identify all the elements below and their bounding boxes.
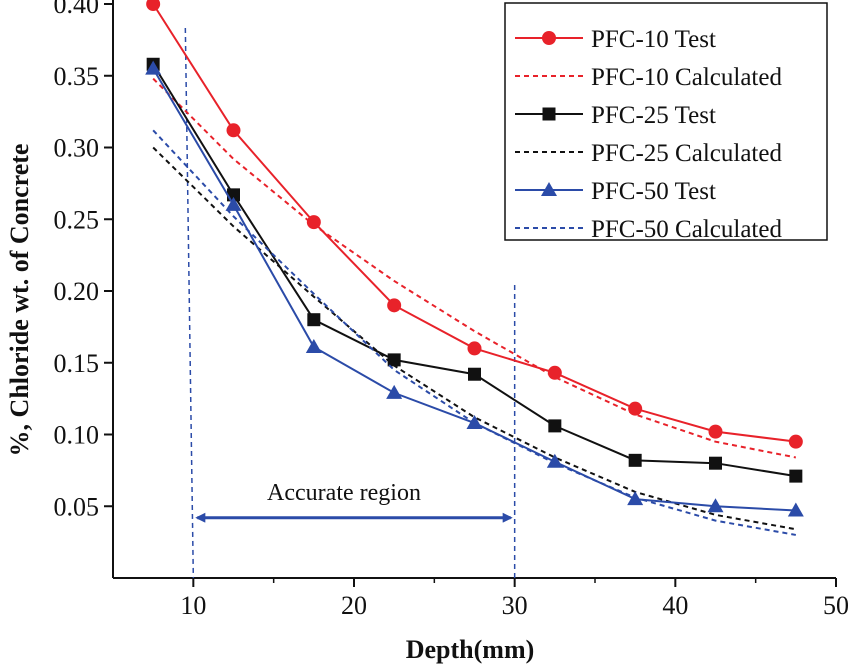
data-point [708,424,723,439]
y-axis-title: %, Chloride wt. of Concrete [5,144,34,457]
legend-label: PFC-10 Test [591,26,716,53]
data-point [226,123,241,138]
series-pfc-50-calculated [152,129,797,536]
data-point [386,384,403,399]
data-point [707,498,724,513]
legend-label: PFC-50 Test [591,178,716,205]
x-tick-label: 30 [502,591,528,620]
region-guide-left [184,27,195,579]
data-point [628,453,642,467]
x-tick-label: 50 [823,591,849,620]
data-point [548,419,562,433]
data-point [387,353,401,367]
data-point [307,313,321,327]
data-point [387,298,402,313]
y-tick-label: 0.15 [54,349,100,378]
series-pfc-25-test [146,57,803,483]
data-point [145,60,162,75]
y-tick-label: 0.25 [54,205,100,234]
data-point [709,456,722,470]
legend-label: PFC-10 Calculated [591,64,782,91]
legend-label: PFC-25 Test [591,102,716,129]
calculated-line [152,129,797,536]
series-pfc-10-calculated [152,77,797,459]
calculated-line [152,146,797,531]
y-tick-label: 0.40 [54,0,100,19]
data-point [146,0,161,11]
axis-ticks: 10 20 30 40 50 0.05 0.10 0.15 0.20 0.25 0.30 0.35 0.… [54,0,850,620]
series-pfc-10-test [146,0,803,449]
data-point [787,502,804,517]
data-point [546,453,563,468]
legend-label: PFC-25 Calculated [591,140,782,167]
plot-frame [112,0,836,579]
data-point [306,215,321,230]
data-point [628,401,643,416]
x-axis-title: Depth(mm) [406,635,535,664]
series-layer [145,0,804,536]
data-point [468,367,481,381]
x-tick-label: 10 [180,591,206,620]
y-tick-label: 0.30 [54,134,100,163]
data-point [788,434,803,449]
legend-swatch-marker [542,31,556,45]
y-tick-label: 0.10 [54,421,100,450]
x-tick-label: 20 [341,591,367,620]
calculated-line [152,77,797,459]
y-tick-label: 0.35 [54,62,100,91]
legend-label: PFC-50 Calculated [591,216,782,243]
data-point [547,365,562,380]
legend-swatch-marker [542,107,556,121]
y-tick-label: 0.05 [54,492,100,521]
legend-box [504,2,828,241]
accurate-region-label: Accurate region [267,480,421,506]
data-point [467,341,482,356]
legend-swatch-marker [541,182,557,196]
data-point [305,338,322,353]
legend: PFC-10 Test PFC-10 Calculated PFC-25 Test P… [504,2,828,243]
data-point [789,469,803,483]
data-point [225,196,242,211]
y-tick-label: 0.20 [54,277,100,306]
x-tick-label: 40 [662,591,688,620]
series-pfc-25-calculated [152,146,797,531]
